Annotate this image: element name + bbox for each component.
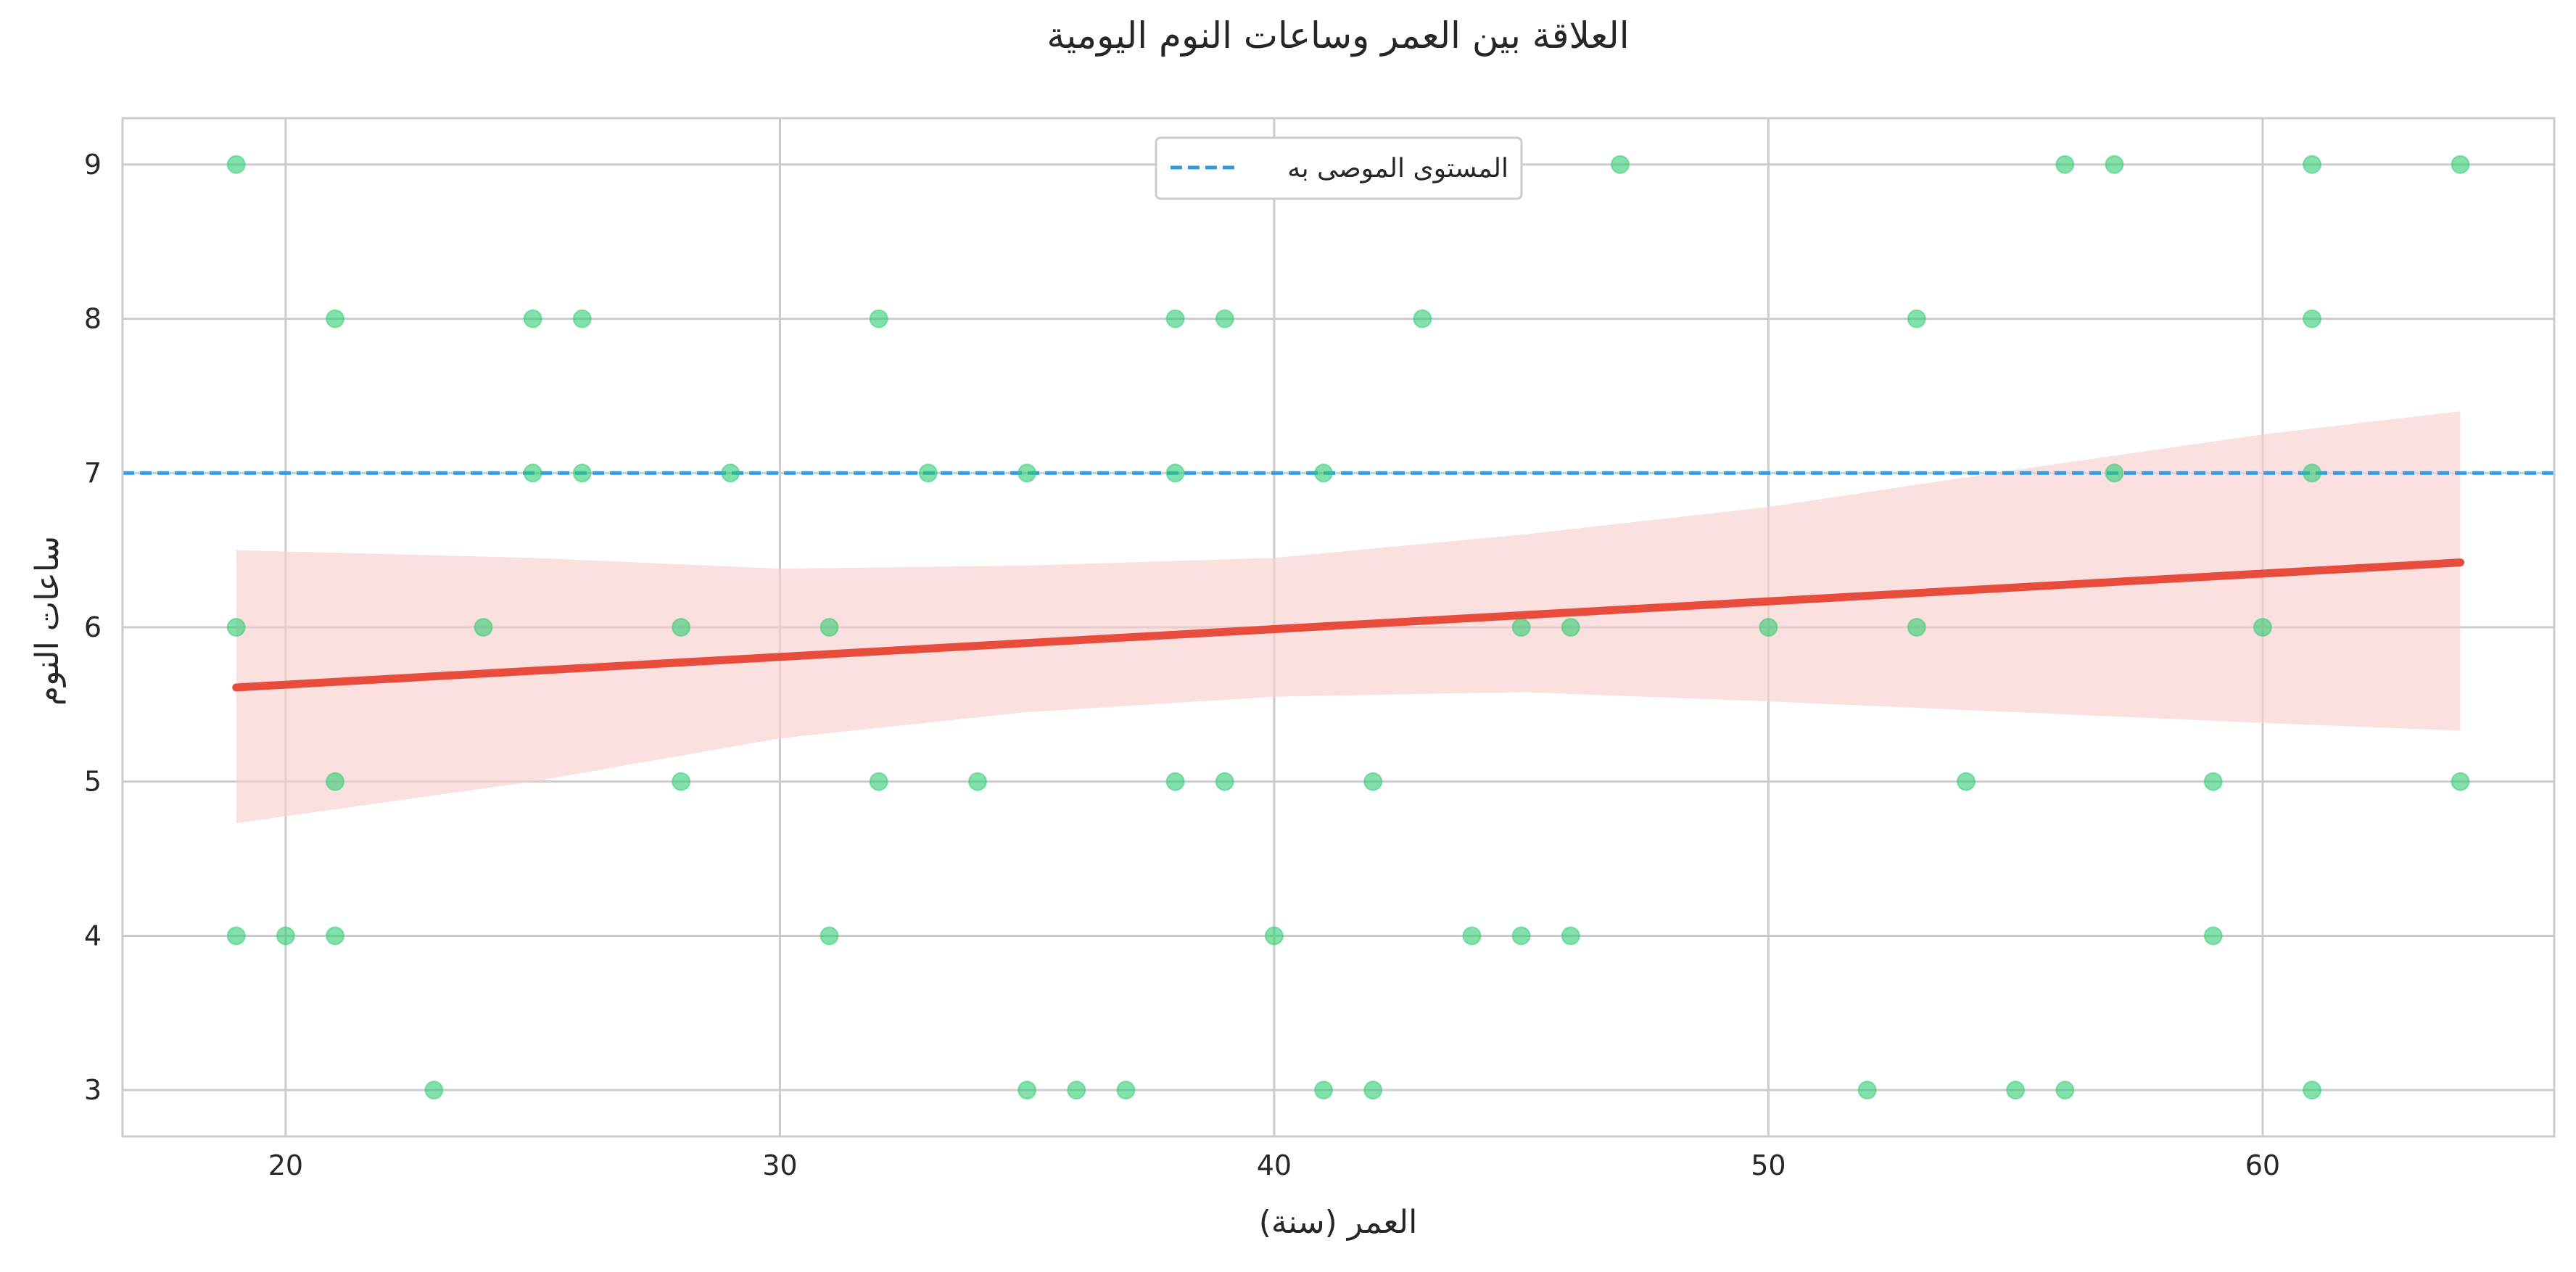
data-point [1413, 309, 1432, 329]
data-point [2203, 926, 2223, 946]
data-point [721, 463, 740, 483]
x-tick-label: 50 [1751, 1149, 1786, 1181]
data-point [1462, 926, 1482, 946]
data-point [523, 309, 542, 329]
data-point [1957, 772, 1976, 791]
y-tick-label: 5 [84, 766, 102, 798]
data-point [572, 463, 592, 483]
data-point [1759, 618, 1778, 637]
data-point [1511, 926, 1531, 946]
data-point [523, 463, 542, 483]
data-point [1907, 618, 1926, 637]
data-point [1017, 463, 1037, 483]
data-point [326, 926, 345, 946]
data-point [1610, 154, 1630, 174]
data-point [2303, 309, 2322, 329]
data-point [572, 309, 592, 329]
x-tick-label: 60 [2245, 1149, 2280, 1181]
data-point [1314, 1081, 1334, 1100]
confidence-band [236, 411, 2461, 824]
data-point [2451, 772, 2470, 791]
data-point [276, 926, 295, 946]
x-tick-label: 20 [268, 1149, 303, 1181]
legend-label: المستوى الموصى به [1287, 154, 1508, 183]
x-tick-label: 30 [762, 1149, 797, 1181]
data-point [1067, 1081, 1086, 1100]
data-point [1165, 309, 1185, 329]
data-point [1215, 309, 1234, 329]
data-point [1511, 618, 1531, 637]
data-point [672, 618, 691, 637]
chart-title: العلاقة بين العمر وساعات النوم اليومية [1046, 15, 1629, 57]
data-point [326, 772, 345, 791]
y-tick-label: 3 [84, 1074, 102, 1106]
data-point [1561, 926, 1580, 946]
data-point [1116, 1081, 1136, 1100]
data-point [1857, 1081, 1877, 1100]
data-point [2303, 1081, 2322, 1100]
data-point [918, 463, 938, 483]
legend-box [1155, 136, 1523, 200]
data-point [2253, 618, 2272, 637]
y-tick-label: 4 [84, 920, 102, 951]
data-point [820, 926, 839, 946]
regression-line [232, 558, 2465, 692]
data-point [672, 772, 691, 791]
data-point [2055, 1081, 2075, 1100]
y-tick-label: 9 [84, 149, 102, 181]
data-point [869, 772, 888, 791]
x-tick-label: 40 [1257, 1149, 1292, 1181]
data-point [1907, 309, 1926, 329]
x-axis-title: العمر (سنة) [1259, 1204, 1418, 1241]
data-point [1017, 1081, 1037, 1100]
data-point [820, 618, 839, 637]
data-point [2203, 772, 2223, 791]
y-tick-label: 6 [84, 611, 102, 643]
data-point [2303, 463, 2322, 483]
regression-line-layer [232, 558, 2465, 692]
data-point [2105, 154, 2124, 174]
data-point [226, 618, 246, 637]
data-point [1165, 772, 1185, 791]
data-points [226, 154, 2470, 1100]
data-point [226, 926, 246, 946]
data-point [1264, 926, 1284, 946]
data-point [1363, 1081, 1383, 1100]
data-point [1363, 772, 1383, 791]
data-point [869, 309, 888, 329]
y-tick-label: 8 [84, 303, 102, 335]
y-axis-title: ساعات النوم [29, 536, 66, 706]
data-point [1165, 463, 1185, 483]
tick-labels: 20 30 40 50 60 3 4 5 6 7 8 9 [84, 149, 2280, 1181]
y-tick-label: 7 [84, 457, 102, 489]
legend: المستوى الموصى به [1155, 136, 1523, 200]
data-point [2303, 154, 2322, 174]
data-point [1314, 463, 1334, 483]
data-point [474, 618, 493, 637]
data-point [2055, 154, 2075, 174]
data-point [326, 309, 345, 329]
data-point [2451, 154, 2470, 174]
data-point [968, 772, 988, 791]
data-point [1215, 772, 1234, 791]
data-point [226, 154, 246, 174]
data-point [2105, 463, 2124, 483]
confidence-band-layer [236, 411, 2461, 824]
data-point [424, 1081, 444, 1100]
data-point [1561, 618, 1580, 637]
data-point [2006, 1081, 2026, 1100]
plot-frame [121, 117, 2556, 1138]
